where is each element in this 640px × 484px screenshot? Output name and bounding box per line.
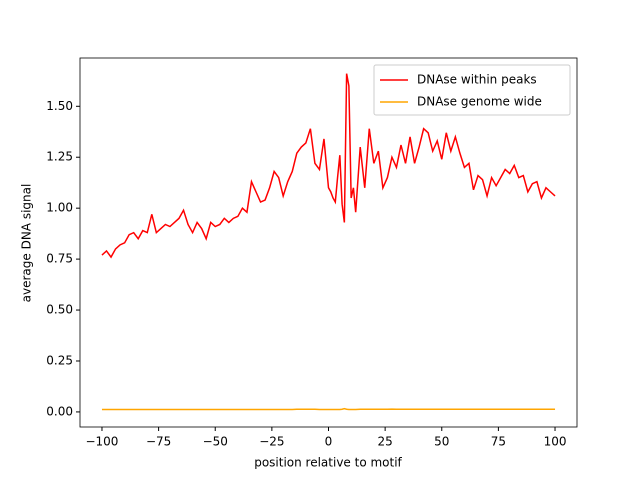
x-tick-label: 0: [325, 435, 333, 449]
y-tick-label: 0.50: [46, 303, 73, 317]
y-axis-label: average DNA signal: [20, 184, 34, 303]
legend-label: DNAse genome wide: [417, 95, 542, 109]
data-line: [101, 73, 556, 259]
y-tick-label: 1.25: [46, 150, 73, 164]
plot-frame: [79, 57, 578, 428]
x-tick-label: −25: [259, 435, 284, 449]
y-tick-label: 0.00: [46, 404, 73, 418]
x-axis-label: position relative to motif: [254, 456, 402, 470]
x-tick-label: −75: [146, 435, 171, 449]
legend-box: [373, 64, 571, 116]
legend-label: DNAse within peaks: [417, 73, 537, 87]
x-tick-label: −50: [203, 435, 228, 449]
x-tick-label: 75: [491, 435, 506, 449]
x-tick-label: 100: [544, 435, 567, 449]
y-tick-label: 1.00: [46, 201, 73, 215]
y-tick-label: 0.25: [46, 353, 73, 367]
x-tick-label: 50: [434, 435, 449, 449]
y-tick-label: 1.50: [46, 99, 73, 113]
x-tick-label: 25: [377, 435, 392, 449]
x-tick-label: −100: [85, 435, 118, 449]
y-tick-label: 0.75: [46, 252, 73, 266]
data-line: [101, 407, 556, 411]
